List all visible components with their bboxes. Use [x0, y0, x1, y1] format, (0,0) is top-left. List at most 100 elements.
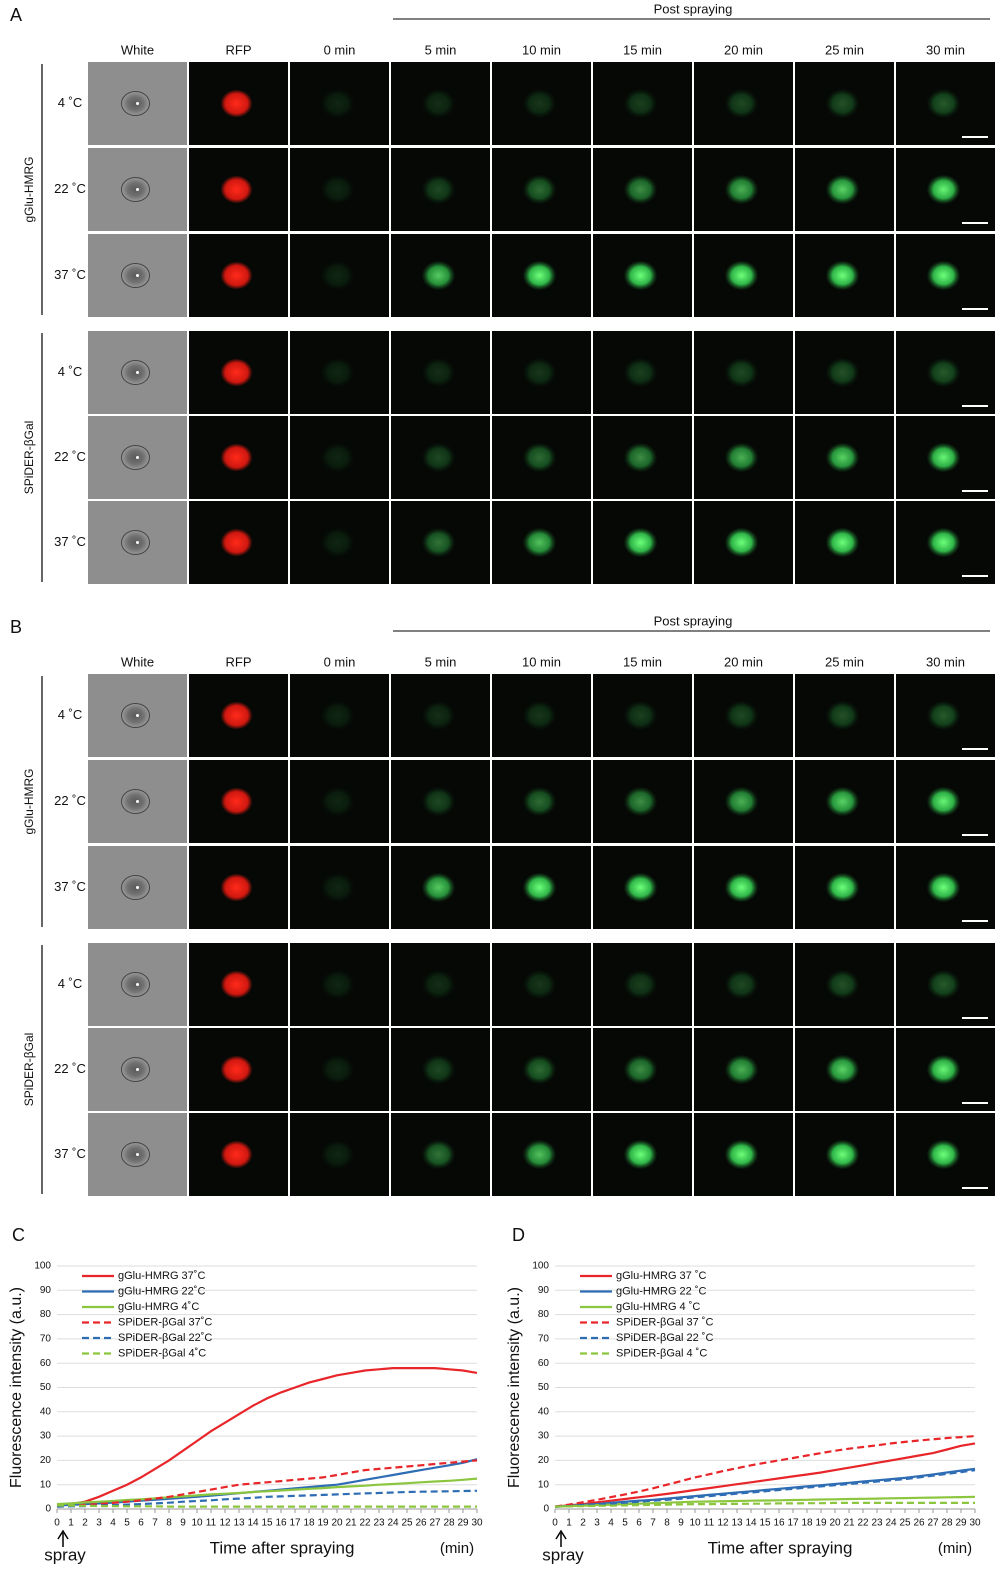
green-signal	[926, 527, 961, 558]
row-label: 4 ˚C	[58, 95, 83, 110]
y-tick-label: 20	[40, 1455, 52, 1466]
x-axis-label: Time after spraying	[708, 1538, 853, 1557]
green-signal	[825, 527, 860, 558]
x-tick-label: 16	[275, 1518, 287, 1529]
legend-label: SPiDER-βGal 4˚C	[118, 1347, 206, 1359]
panel-label: B	[10, 617, 22, 637]
y-tick-label: 40	[538, 1406, 550, 1417]
green-signal	[825, 260, 860, 291]
green-signal	[825, 969, 860, 1000]
y-tick-label: 70	[538, 1334, 550, 1345]
green-signal	[320, 1054, 355, 1085]
column-header: White	[121, 654, 154, 669]
x-tick-label: 20	[829, 1518, 841, 1529]
x-tick-label: 0	[54, 1518, 60, 1529]
green-signal	[320, 357, 355, 388]
x-tick-label: 25	[401, 1518, 413, 1529]
column-header: RFP	[226, 42, 252, 57]
lesion	[121, 703, 150, 728]
green-signal	[623, 174, 658, 205]
legend-label: gGlu-HMRG 4 ˚C	[616, 1301, 700, 1313]
annotation: spray	[44, 1545, 86, 1564]
green-signal	[724, 786, 759, 817]
green-signal	[320, 1139, 355, 1170]
x-tick-label: 25	[899, 1518, 911, 1529]
green-signal	[421, 357, 456, 388]
rfp-signal	[220, 970, 253, 999]
y-tick-label: 30	[40, 1431, 52, 1442]
green-signal	[320, 527, 355, 558]
column-header: 20 min	[724, 654, 763, 669]
x-tick-label: 30	[471, 1518, 483, 1529]
x-tick-label: 2	[82, 1518, 88, 1529]
green-signal	[724, 1054, 759, 1085]
green-signal	[926, 260, 961, 291]
group-label: gGlu-HMRG	[22, 156, 36, 222]
legend-label: SPiDER-βGal 4 ˚C	[616, 1347, 707, 1359]
y-tick-label: 80	[538, 1309, 550, 1320]
x-tick-label: 28	[443, 1518, 455, 1529]
series-line	[56, 1489, 478, 1508]
y-tick-label: 50	[40, 1382, 52, 1393]
green-signal	[825, 700, 860, 731]
glint	[136, 541, 139, 544]
x-tick-label: 23	[871, 1518, 883, 1529]
column-header: 15 min	[623, 654, 662, 669]
column-header: 25 min	[825, 654, 864, 669]
row-label: 4 ˚C	[58, 976, 83, 991]
green-signal	[724, 872, 759, 903]
x-tick-label: 24	[387, 1518, 399, 1529]
lesion	[121, 972, 150, 997]
green-signal	[522, 969, 557, 1000]
panel-label: A	[10, 5, 22, 25]
green-signal	[724, 700, 759, 731]
row-label: 37 ˚C	[54, 267, 86, 282]
green-signal	[926, 1054, 961, 1085]
rfp-signal	[220, 873, 253, 902]
x-tick-label: 5	[124, 1518, 130, 1529]
panel-label: C	[12, 1225, 25, 1245]
green-signal	[825, 174, 860, 205]
y-tick-label: 60	[538, 1358, 550, 1369]
green-signal	[926, 786, 961, 817]
group-label: gGlu-HMRG	[22, 768, 36, 834]
green-signal	[421, 1054, 456, 1085]
legend-label: gGlu-HMRG 37 ˚C	[616, 1270, 707, 1282]
rfp-signal	[220, 261, 253, 290]
green-signal	[522, 1139, 557, 1170]
x-tick-label: 9	[180, 1518, 186, 1529]
lesion	[121, 263, 150, 288]
y-tick-label: 100	[34, 1261, 51, 1272]
green-signal	[724, 174, 759, 205]
x-tick-label: 1	[68, 1518, 74, 1529]
row-label: 37 ˚C	[54, 879, 86, 894]
group-label: SPiDER-βGal	[22, 1033, 36, 1107]
green-signal	[320, 260, 355, 291]
green-signal	[522, 700, 557, 731]
lesion	[121, 1142, 150, 1167]
green-signal	[623, 969, 658, 1000]
glint	[136, 983, 139, 986]
x-tick-label: 1	[566, 1518, 572, 1529]
x-tick-label: 14	[247, 1518, 259, 1529]
green-signal	[724, 1139, 759, 1170]
x-tick-label: 21	[843, 1518, 855, 1529]
x-tick-label: 18	[801, 1518, 813, 1529]
green-signal	[926, 1139, 961, 1170]
row-label: 4 ˚C	[58, 707, 83, 722]
green-signal	[825, 1139, 860, 1170]
lesion	[121, 91, 150, 116]
green-signal	[926, 872, 961, 903]
green-signal	[421, 786, 456, 817]
lesion	[121, 445, 150, 470]
x-tick-label: 19	[317, 1518, 329, 1529]
x-tick-label: 15	[759, 1518, 771, 1529]
green-signal	[522, 442, 557, 473]
x-tick-label: 4	[110, 1518, 116, 1529]
column-header: 15 min	[623, 42, 662, 57]
x-tick-label: 18	[303, 1518, 315, 1529]
green-signal	[724, 527, 759, 558]
x-axis-unit: (min)	[938, 1540, 972, 1557]
x-tick-label: 22	[857, 1518, 869, 1529]
